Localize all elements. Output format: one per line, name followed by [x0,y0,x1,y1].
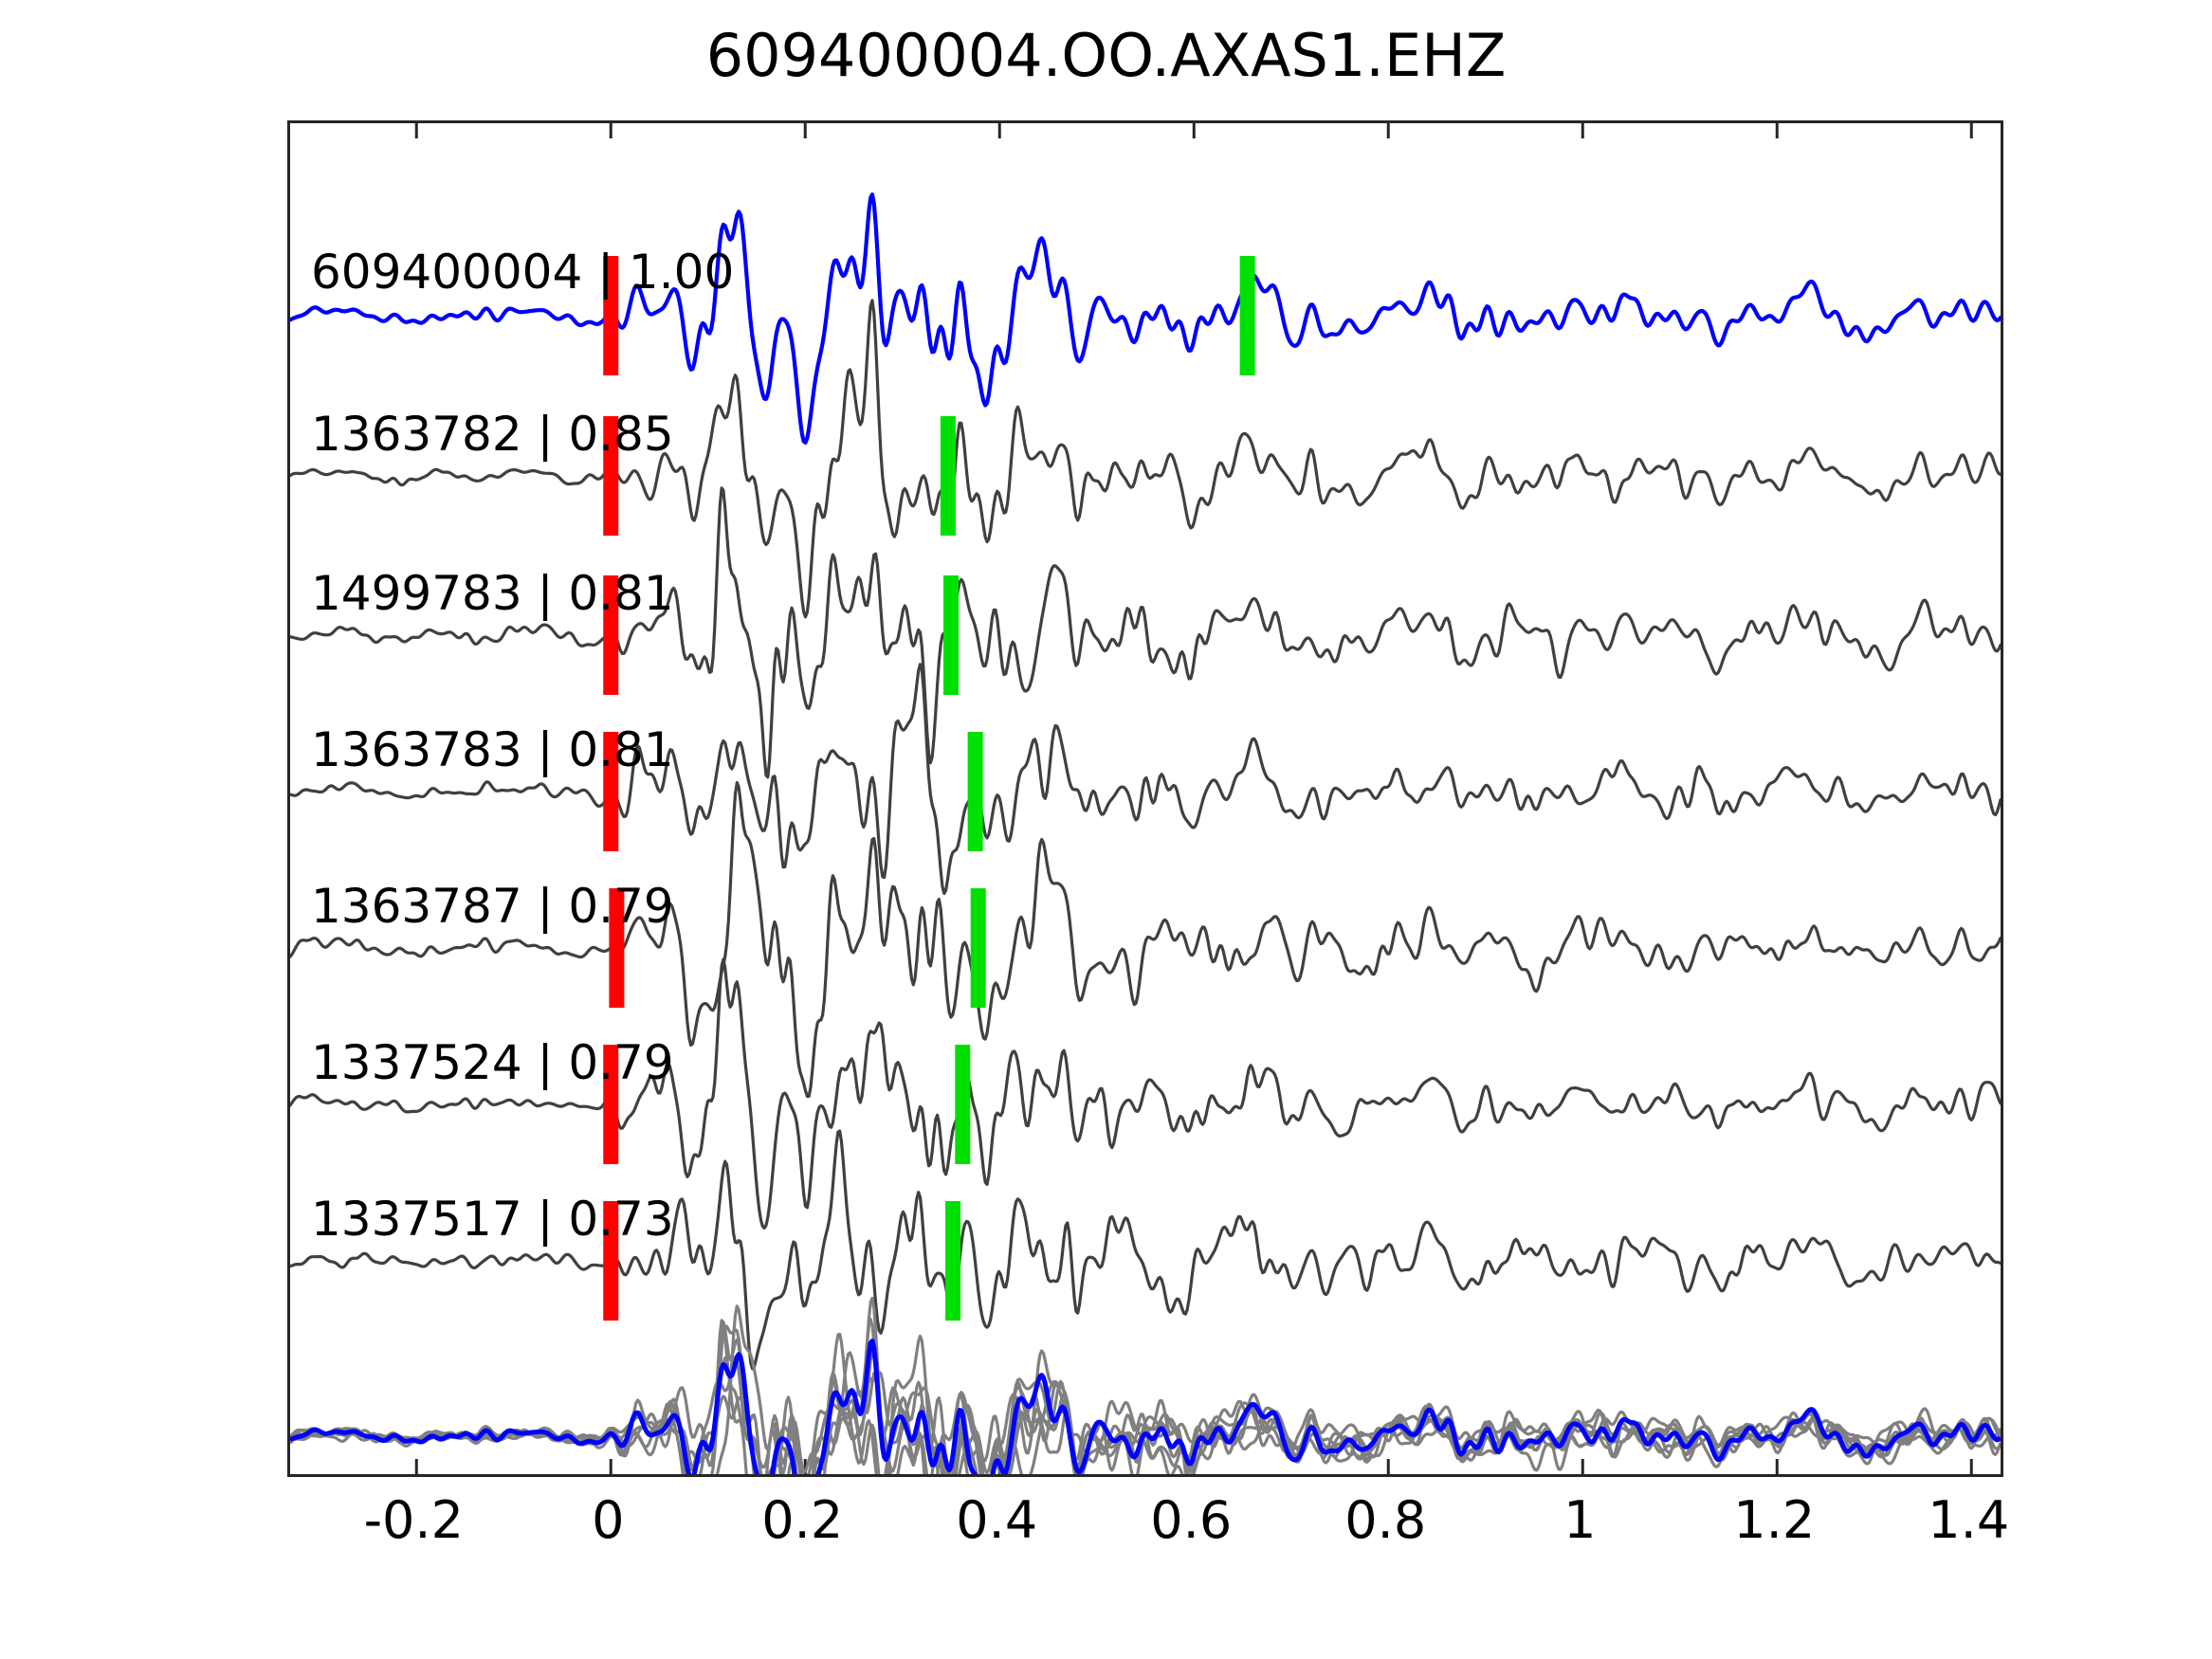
template-waveform-line [290,1339,2001,1474]
overlay-waveform-line [290,1321,2001,1474]
green-pick-marker[interactable] [943,575,959,695]
x-tick-label: 0.4 [956,1490,1038,1550]
trace-label-1363782: 1363782 | 0.85 [311,407,674,462]
waveform-line [290,781,2001,1099]
red-pick-marker[interactable] [609,888,625,1008]
trace-label-1363783: 1363783 | 0.81 [311,722,674,777]
trace-row-1337517 [290,1129,2001,1371]
waveform-line [290,486,2001,779]
trace-row-1363783 [290,663,2001,896]
waveform-line [290,299,2001,619]
trace-label-1337524: 1337524 | 0.79 [311,1035,674,1090]
x-tick-label: 1 [1563,1490,1597,1550]
green-pick-marker[interactable] [945,1201,961,1321]
trace-label-609400004: 609400004 | 1.00 [311,245,735,300]
waveform-line [290,192,2001,445]
waveform-line [290,957,2001,1230]
x-tick-label: 0.2 [761,1490,844,1550]
waveform-plot [290,123,2001,1474]
green-pick-marker[interactable] [967,732,983,851]
green-pick-marker[interactable] [940,416,956,536]
red-pick-marker[interactable] [603,1045,619,1164]
overlay-waveform-line [290,1319,2001,1474]
overlay-waveform-line [290,1332,2001,1474]
trace-row-609400004 [290,192,2001,445]
overlay-waveform-line [290,1334,2001,1474]
overlay-waveform-line [290,1318,2001,1474]
x-tick-label: 1.2 [1733,1490,1816,1550]
x-tick-label: 0 [592,1490,625,1550]
green-pick-marker[interactable] [1239,256,1255,375]
x-tick-label: -0.2 [363,1490,464,1550]
x-tick-label: 1.4 [1928,1490,2010,1550]
trace-label-1363787: 1363787 | 0.79 [311,879,674,934]
trace-label-1337517: 1337517 | 0.73 [311,1192,674,1247]
trace-row-1363782 [290,299,2001,619]
waveform-line [290,1129,2001,1371]
trace-row-1363787 [290,781,2001,1099]
red-pick-marker[interactable] [603,575,619,695]
green-pick-marker[interactable] [970,888,986,1008]
x-tick-label: 0.8 [1344,1490,1427,1550]
stacked-overlay-panel [290,1296,2001,1474]
green-pick-marker[interactable] [955,1045,971,1164]
trace-row-1499783 [290,486,2001,779]
trace-label-1499783: 1499783 | 0.81 [311,566,674,621]
red-pick-marker[interactable] [603,732,619,851]
trace-row-1337524 [290,957,2001,1230]
page-title: 609400004.OO.AXAS1.EHZ [705,21,1507,90]
red-pick-marker[interactable] [603,1201,619,1321]
red-pick-marker[interactable] [603,416,619,536]
plot-axes [287,120,2003,1477]
x-axis-tick-labels: -0.2 0 0.2 0.4 0.6 0.8 1 1.2 1.4 [287,1490,2010,1557]
red-pick-marker[interactable] [603,256,619,375]
x-tick-label: 0.6 [1150,1490,1233,1550]
waveform-line [290,663,2001,896]
